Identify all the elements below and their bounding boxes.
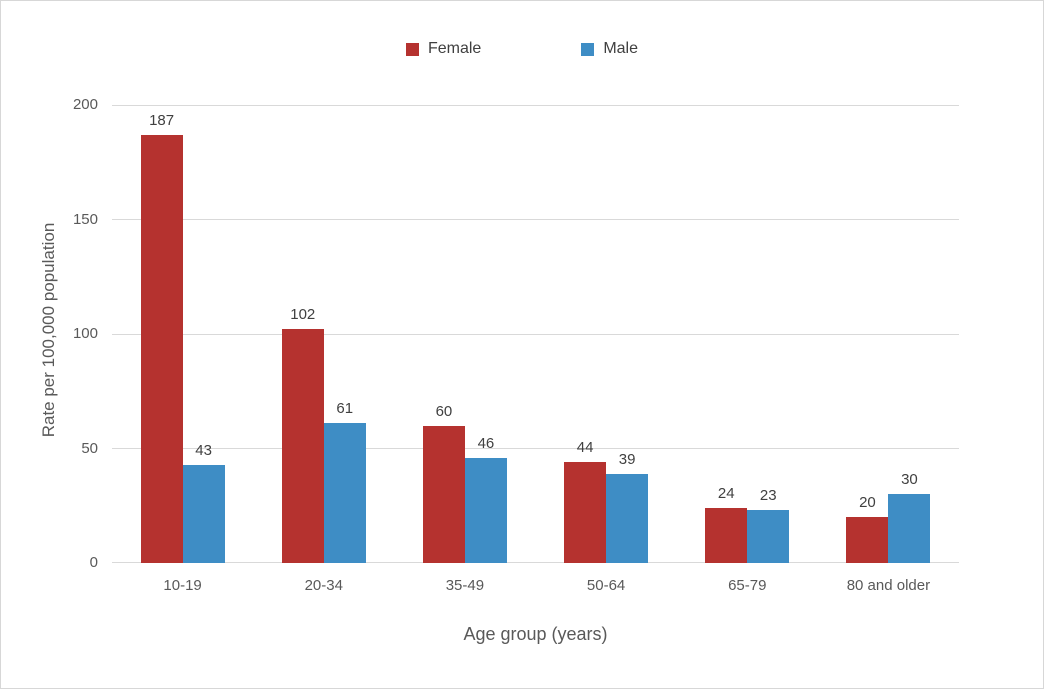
x-tick-label: 80 and older bbox=[846, 577, 931, 594]
bar-male-50-64 bbox=[606, 473, 649, 563]
y-tick-label: 0 bbox=[89, 554, 98, 571]
bar-male-10-19 bbox=[182, 464, 225, 563]
gridline-150 bbox=[112, 219, 959, 220]
y-tick-label: 150 bbox=[72, 210, 98, 228]
bar-male-80-and-older bbox=[888, 494, 931, 563]
value-label-male-20-34: 61 bbox=[336, 400, 354, 418]
bar-male-20-34 bbox=[323, 423, 366, 563]
bar-male-35-49 bbox=[464, 457, 507, 563]
value-label-female-65-79: 24 bbox=[717, 485, 735, 503]
x-tick-label: 20-34 bbox=[304, 577, 343, 594]
chart-legend: Female Male bbox=[1, 40, 1043, 58]
value-label-male-50-64: 39 bbox=[618, 450, 636, 468]
value-label-female-80-and-older: 20 bbox=[859, 494, 876, 512]
gridline-100 bbox=[112, 333, 959, 335]
gridline-200 bbox=[112, 104, 959, 106]
y-tick-label: 200 bbox=[72, 96, 98, 113]
x-tick-label: 10-19 bbox=[163, 577, 202, 594]
bar-female-20-34 bbox=[281, 329, 324, 563]
bar-female-10-19 bbox=[140, 134, 183, 563]
x-tick-label: 65-79 bbox=[728, 577, 767, 594]
plot-area: 187 43 102 61 60 46 44 39 24 23 20 30 bbox=[112, 104, 959, 563]
value-label-female-50-64: 44 bbox=[576, 439, 594, 457]
male-swatch-icon bbox=[581, 42, 595, 56]
value-label-female-20-34: 102 bbox=[290, 306, 316, 324]
bar-female-35-49 bbox=[422, 425, 465, 563]
legend-label-male: Male bbox=[603, 40, 639, 57]
value-label-male-35-49: 46 bbox=[477, 434, 495, 452]
gridline-0 bbox=[112, 561, 959, 563]
x-tick-label: 50-64 bbox=[586, 577, 626, 594]
bar-female-50-64 bbox=[564, 462, 607, 563]
gridline-50 bbox=[112, 448, 959, 449]
value-label-male-10-19: 43 bbox=[195, 441, 212, 459]
bar-male-65-79 bbox=[747, 510, 790, 563]
bar-female-80-and-older bbox=[846, 517, 889, 563]
x-axis-title: Age group (years) bbox=[463, 624, 608, 644]
bar-female-65-79 bbox=[705, 508, 748, 563]
y-tick-label: 50 bbox=[81, 439, 98, 457]
value-label-female-35-49: 60 bbox=[435, 402, 453, 420]
legend-label-female: Female bbox=[427, 40, 482, 57]
y-tick-label: 100 bbox=[72, 325, 98, 342]
x-tick-label: 35-49 bbox=[445, 577, 485, 594]
legend-item-male: Male bbox=[581, 40, 638, 58]
value-label-male-80-and-older: 30 bbox=[901, 471, 918, 489]
female-swatch-icon bbox=[405, 42, 419, 56]
legend-item-female: Female bbox=[405, 40, 482, 58]
value-label-female-10-19: 187 bbox=[149, 111, 175, 129]
value-label-male-65-79: 23 bbox=[759, 487, 777, 505]
